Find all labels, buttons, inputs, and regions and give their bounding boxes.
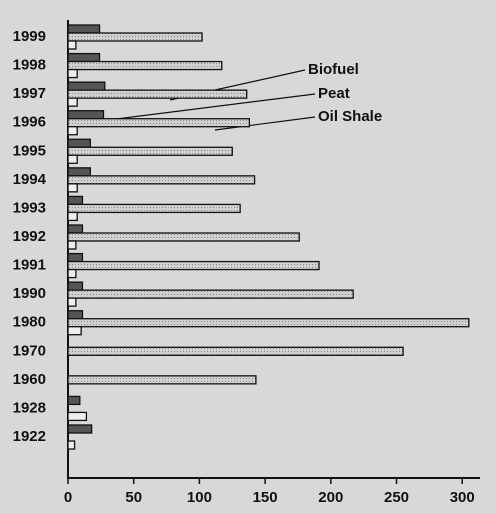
bar [67,126,78,136]
x-tick-label: 200 [318,489,343,506]
legend-label: Peat [318,85,350,102]
bar [67,183,78,193]
y-tick-label: 1992 [13,228,46,245]
bar [67,195,84,206]
y-tick-label: 1994 [13,171,47,188]
x-tick-label: 0 [64,489,72,506]
x-tick-label: 250 [384,489,409,506]
y-tick-label: 1960 [13,371,46,388]
bar [67,138,91,148]
bar [67,268,77,279]
bar [67,40,77,50]
bar [67,167,91,177]
x-tick-label: 300 [450,489,475,506]
bar [67,97,78,107]
y-tick-label: 1990 [13,285,46,302]
bar [67,318,470,328]
bar [67,232,300,242]
bar [67,224,84,234]
y-tick-label: 1970 [13,342,46,359]
legend-pointer [99,93,316,122]
bar [67,281,84,291]
y-tick-label: 1996 [13,114,46,131]
bar [67,89,248,99]
y-tick-label: 1991 [13,257,46,274]
bar [67,310,84,320]
legend-label: Biofuel [308,61,359,78]
bar [67,60,223,71]
bar [67,32,203,42]
bar [67,110,105,120]
bar [67,146,233,156]
bar [67,240,77,250]
bar [67,81,106,91]
bar [67,24,101,34]
bar [67,424,93,434]
bar [67,252,84,263]
bar [67,395,81,406]
bar [67,68,78,79]
bar [67,52,101,63]
bar [67,175,256,185]
bar [67,211,78,222]
legend-pointer [214,116,316,131]
bar [67,203,241,214]
bar [67,118,250,128]
bar [67,326,82,336]
y-tick-label: 1997 [13,85,46,102]
y-tick-label: 1993 [13,199,46,216]
bar [67,297,77,307]
bar [67,375,257,385]
bar [67,346,404,356]
y-tick-label: 1998 [13,57,46,74]
bar [67,260,320,271]
bar [67,154,78,164]
bar [67,289,354,299]
x-tick-label: 150 [253,489,278,506]
y-tick-label: 1928 [13,399,46,416]
bar [67,411,88,422]
x-tick-label: 100 [187,489,212,506]
legend-label: Oil Shale [318,108,382,125]
y-tick-label: 1922 [13,428,46,445]
y-tick-label: 1999 [13,28,46,45]
y-tick-label: 1980 [13,314,46,331]
y-tick-label: 1995 [13,142,46,159]
x-tick-label: 50 [125,489,142,506]
bar [67,440,76,450]
